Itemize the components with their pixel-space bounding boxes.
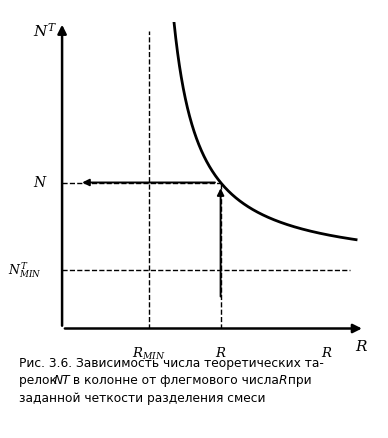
Text: $R_{MIN}$: $R_{MIN}$ bbox=[132, 346, 165, 362]
Text: релок: релок bbox=[19, 374, 61, 388]
Text: R: R bbox=[279, 374, 287, 388]
Text: заданной четкости разделения смеси: заданной четкости разделения смеси bbox=[19, 392, 266, 405]
Text: $N^T_{MIN}$: $N^T_{MIN}$ bbox=[9, 260, 42, 280]
Text: $R$: $R$ bbox=[355, 339, 368, 353]
Text: в колонне от флегмового числа: в колонне от флегмового числа bbox=[69, 374, 283, 388]
Text: NT: NT bbox=[54, 374, 70, 388]
Text: $R$: $R$ bbox=[215, 346, 227, 360]
Text: при: при bbox=[284, 374, 312, 388]
Text: $N$: $N$ bbox=[33, 175, 48, 190]
Text: $R$: $R$ bbox=[321, 346, 333, 360]
Text: $N^T$: $N^T$ bbox=[33, 22, 57, 40]
Text: Рис. 3.6. Зависимость числа теоретических та-: Рис. 3.6. Зависимость числа теоретически… bbox=[19, 357, 324, 370]
